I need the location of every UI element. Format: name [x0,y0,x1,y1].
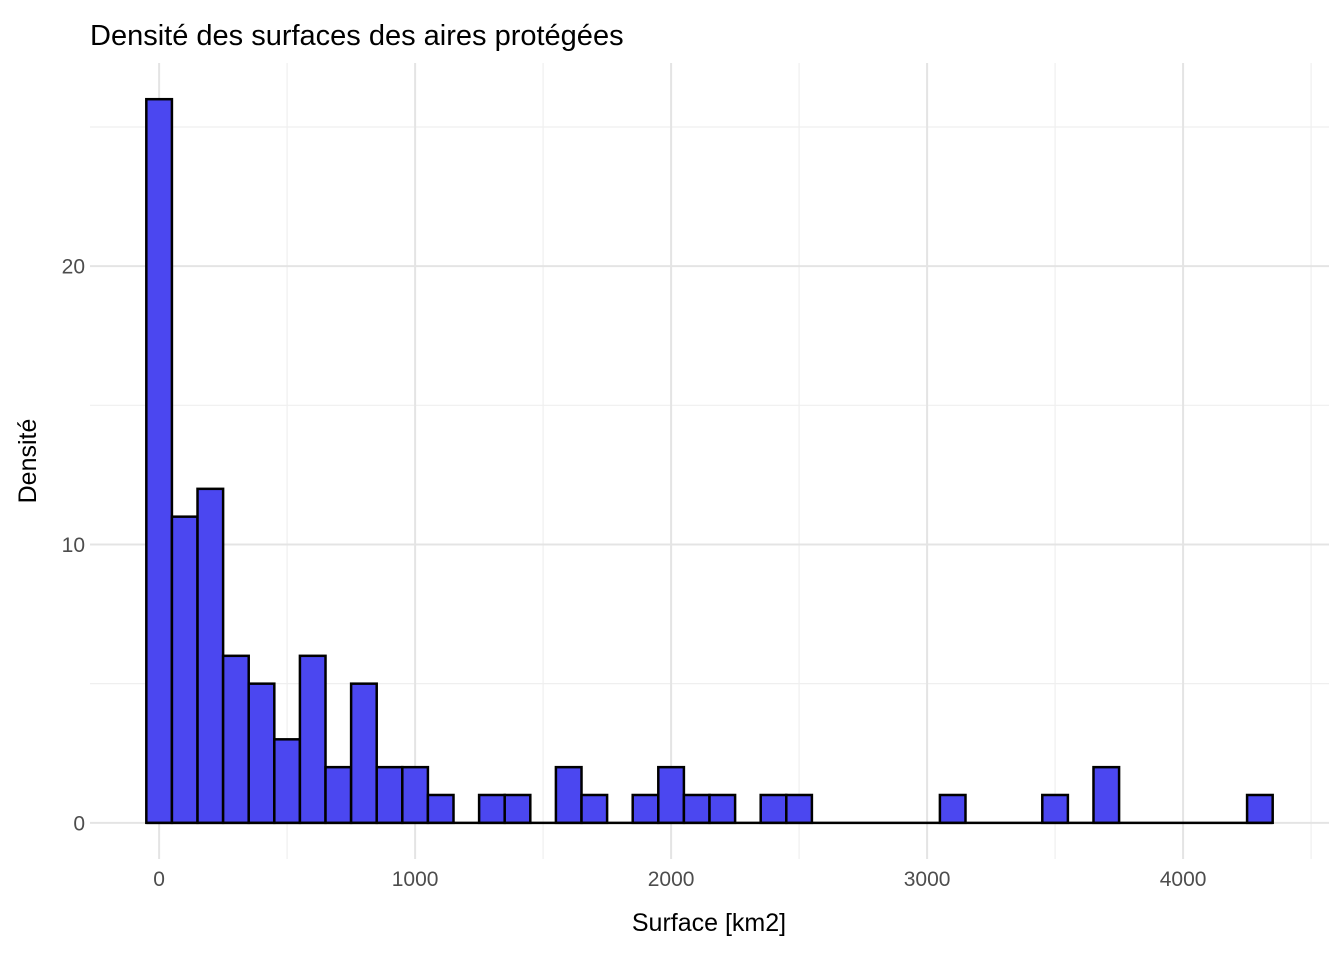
histogram-bar [1041,793,1070,825]
histogram-bar [375,765,404,825]
gridlines-minor [90,63,1329,859]
histogram-bar [1245,793,1274,825]
x-tick-label: 3000 [904,868,951,891]
histogram-bar [631,793,660,825]
histogram-bar [324,765,353,825]
histogram-bar [554,765,583,825]
x-tick-label: 0 [153,868,165,891]
chart-title: Densité des surfaces des aires protégées [90,20,624,52]
histogram-bar [503,793,532,825]
histogram-bar [349,682,378,825]
x-tick-label: 4000 [1160,868,1207,891]
histogram-bar [426,793,455,825]
x-axis-title: Surface [km2] [632,909,786,937]
y-axis-tick-labels: 0 10 20 [62,256,85,836]
histogram-bar [221,654,250,825]
histogram-bar [273,738,302,825]
histogram-bar [477,793,506,825]
histogram-bar [759,793,788,825]
histogram-bar [938,793,967,825]
histogram-bar [196,487,225,825]
histogram-bar [170,515,199,825]
histogram-bar [708,793,737,825]
histogram-bar [298,654,327,825]
y-tick-label: 0 [73,812,85,835]
histogram-bar [145,97,174,825]
histogram-bar [682,793,711,825]
histogram-bar [580,793,609,825]
histogram-bar [1092,765,1121,825]
histogram-bar [785,793,814,825]
x-tick-label: 2000 [648,868,695,891]
histogram-bar [401,765,430,825]
y-tick-label: 20 [62,256,85,279]
x-tick-label: 1000 [392,868,439,891]
histogram-bar [247,682,276,825]
histogram-bar [657,765,686,825]
x-axis-tick-labels: 0 1000 2000 3000 4000 [153,868,1206,891]
y-tick-label: 10 [62,534,85,557]
y-axis-title: Densité [14,419,42,504]
histogram-bars [145,97,1274,825]
